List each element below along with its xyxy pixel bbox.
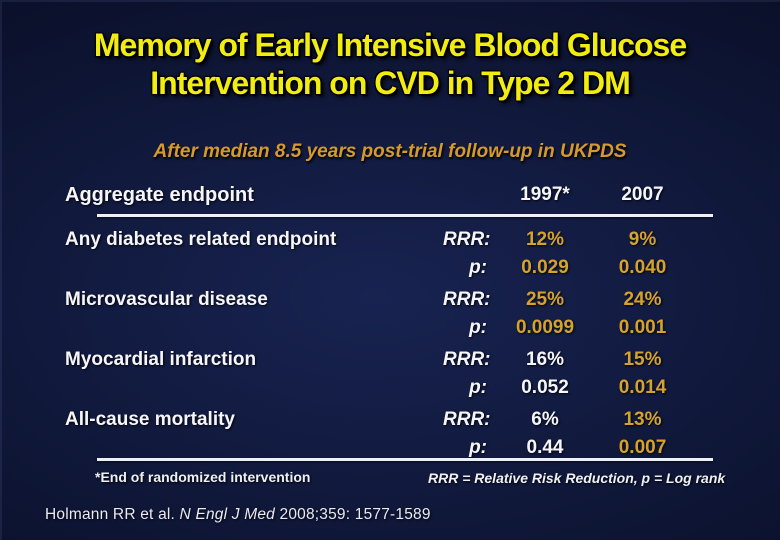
title-line-2: Intervention on CVD in Type 2 DM [150, 65, 630, 101]
citation-detail: 2008;359: 1577-1589 [275, 506, 431, 523]
footer-divider [97, 458, 713, 461]
slide-title: Memory of Early Intensive Blood Glucose … [0, 26, 780, 102]
rrr-1997-value: 25% [525, 289, 565, 310]
results-table: Any diabetes related endpoint RRR: 12% 9… [65, 226, 715, 466]
p-2007-value: 0.014 [618, 377, 667, 398]
p-label: p: [469, 437, 487, 458]
citation: Holmann RR et al. N Engl J Med 2008;359:… [45, 506, 431, 524]
table-row: Any diabetes related endpoint RRR: 12% 9… [65, 226, 715, 282]
rrr-2007-value: 24% [623, 289, 662, 310]
rrr-1997-value: 16% [525, 349, 565, 370]
p-label: p: [469, 317, 487, 338]
rrr-label: RRR: [443, 289, 491, 310]
rrr-2007-value: 9% [628, 229, 657, 250]
footnote-end-of-intervention: *End of randomized intervention [95, 469, 311, 485]
title-line-1: Memory of Early Intensive Blood Glucose [93, 27, 687, 63]
slide-subtitle: After median 8.5 years post-trial follow… [153, 141, 627, 162]
citation-journal: N Engl J Med [179, 506, 275, 523]
column-header-1997: 1997* [520, 184, 570, 205]
rrr-2007-value: 13% [623, 409, 662, 430]
rrr-label: RRR: [443, 409, 491, 430]
column-header-2007: 2007 [621, 184, 664, 205]
footnote-abbreviations: RRR = Relative Risk Reduction, p = Log r… [428, 470, 726, 486]
p-1997-value: 0.44 [526, 437, 564, 458]
p-label: p: [469, 257, 487, 278]
p-1997-value: 0.0099 [515, 317, 575, 338]
rrr-label: RRR: [443, 349, 491, 370]
endpoint-label: Myocardial infarction [65, 349, 257, 370]
p-2007-value: 0.040 [618, 257, 667, 278]
table-row: All-cause mortality RRR: 6% 13% p: 0.44 … [65, 406, 715, 462]
header-divider [97, 214, 713, 217]
rrr-label: RRR: [443, 229, 491, 250]
endpoint-label: All-cause mortality [65, 409, 235, 430]
citation-authors: Holmann RR et al. [45, 506, 180, 523]
table-row: Myocardial infarction RRR: 16% 15% p: 0.… [65, 346, 715, 402]
endpoint-label: Any diabetes related endpoint [65, 229, 337, 250]
p-2007-value: 0.001 [618, 317, 667, 338]
table-row: Microvascular disease RRR: 25% 24% p: 0.… [65, 286, 715, 342]
p-2007-value: 0.007 [618, 437, 667, 458]
rrr-1997-value: 12% [525, 229, 565, 250]
rrr-1997-value: 6% [531, 409, 559, 430]
p-1997-value: 0.029 [521, 257, 569, 278]
p-1997-value: 0.052 [521, 377, 569, 398]
table-header-row: Aggregate endpoint 1997* 2007 [65, 184, 715, 207]
p-label: p: [469, 377, 487, 398]
column-header-endpoint: Aggregate endpoint [65, 184, 254, 206]
rrr-2007-value: 15% [623, 349, 662, 370]
endpoint-label: Microvascular disease [65, 289, 268, 310]
